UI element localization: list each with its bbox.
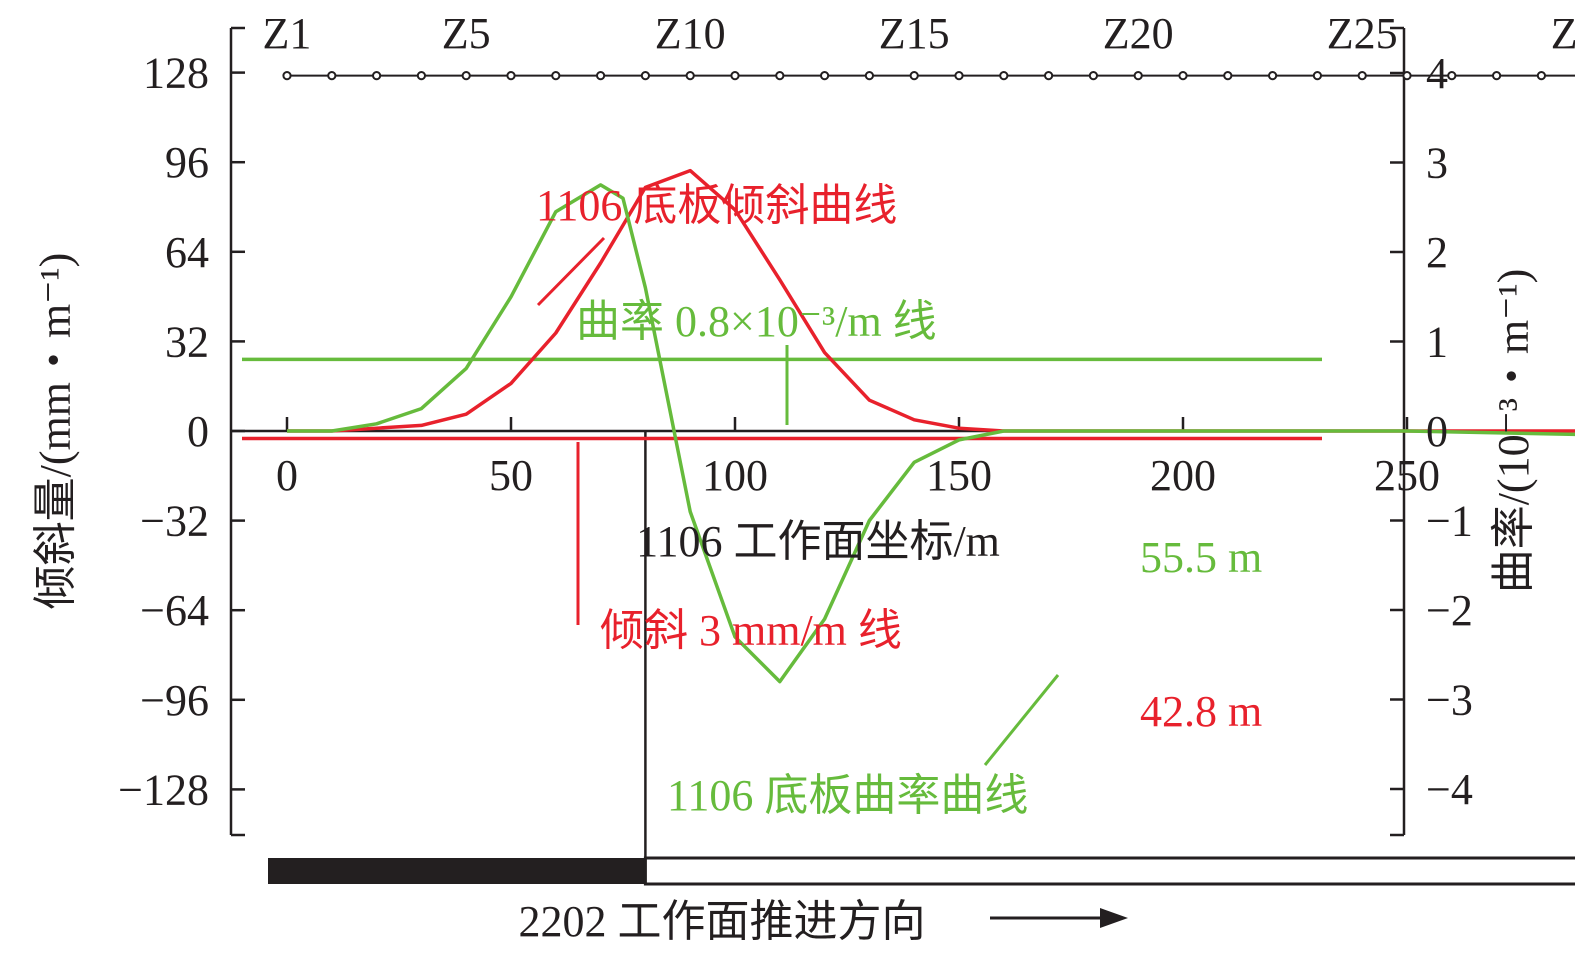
monitoring-point (327, 71, 337, 81)
monitoring-points: Z1Z5Z10Z15Z20Z25Z30Z35Z40Z47 (263, 9, 1575, 81)
right-tick-label: 1 (1426, 318, 1448, 367)
monitoring-point (999, 71, 1009, 81)
annotations: 1106 底板倾斜曲线 曲率 0.8×10⁻³/m 线 倾斜 3 mm/m 线 … (536, 181, 1262, 820)
tilt-curve-label: 1106 底板倾斜曲线 (536, 181, 897, 230)
right-tick-label: 3 (1426, 139, 1448, 188)
monitoring-point (640, 71, 651, 81)
x-tick-label: 250 (1374, 451, 1440, 500)
monitoring-point (1088, 71, 1099, 81)
x-axis-title: 1106 工作面坐标/m (636, 517, 1000, 566)
face-direction-label: 2202 工作面推进方向 (519, 897, 926, 946)
left-tick-label: −128 (118, 765, 209, 814)
x-tick-label: 50 (489, 451, 533, 500)
monitoring-point-label: Z30 (1551, 9, 1575, 58)
monitoring-point (1133, 71, 1143, 81)
x-tick-label: 100 (702, 451, 768, 500)
monitoring-point (1492, 71, 1502, 81)
monitoring-point (506, 71, 516, 81)
x-tick-label: 200 (1150, 451, 1216, 500)
monitoring-point (1044, 71, 1054, 81)
monitoring-point (416, 71, 426, 81)
monitoring-point (1536, 71, 1547, 81)
tilt-curve-leader (536, 236, 606, 307)
monitoring-point (730, 71, 740, 81)
left-tick-label: −96 (140, 676, 209, 725)
monitoring-point-label: Z15 (879, 9, 950, 58)
curvature-curve-label: 1106 底板曲率曲线 (667, 771, 1028, 820)
monitoring-point (1312, 71, 1323, 81)
monitoring-point (1223, 71, 1233, 81)
monitoring-point-label: Z10 (655, 9, 726, 58)
series-layer (242, 168, 1575, 684)
right-axis-title: 曲率/(10⁻³・m⁻¹) (1489, 269, 1538, 594)
right-tick-label: −2 (1426, 586, 1473, 635)
left-axis-title: 倾斜量/(mm・m⁻¹) (31, 253, 80, 610)
direction-arrow-head (1100, 908, 1128, 928)
mined-bar (643, 856, 1575, 886)
monitoring-point (461, 71, 471, 81)
curvature-curve (287, 183, 1575, 684)
right-tick-label: 2 (1426, 228, 1448, 277)
monitoring-point-label: Z25 (1327, 9, 1398, 58)
curvature-curve-leader (983, 674, 1060, 766)
right-tick-label: −1 (1426, 497, 1473, 546)
monitoring-point (909, 71, 919, 81)
monitoring-point (1357, 71, 1367, 81)
monitoring-point (1178, 71, 1188, 81)
monitoring-point (1402, 71, 1412, 81)
monitoring-point (282, 71, 292, 81)
axes (229, 26, 1409, 837)
working-face (268, 431, 1575, 928)
monitoring-point (954, 71, 964, 81)
left-tick-label: 96 (165, 138, 209, 187)
left-tick-label: 0 (187, 407, 209, 456)
red-dimension-label: 42.8 m (1140, 687, 1262, 736)
unmined-bar-left (268, 858, 646, 884)
monitoring-point-label: Z1 (263, 9, 312, 58)
right-tick-label: −3 (1426, 676, 1473, 725)
green-dimension-label: 55.5 m (1140, 533, 1262, 582)
left-tick-label: −64 (140, 586, 209, 635)
left-tick-label: −32 (140, 497, 209, 546)
x-tick-label: 0 (276, 451, 298, 500)
monitoring-point (820, 71, 830, 81)
monitoring-point (1447, 71, 1457, 81)
right-tick-label: −4 (1426, 765, 1473, 814)
x-tick-label: 150 (926, 451, 992, 500)
curvature-line-label: 曲率 0.8×10⁻³/m 线 (576, 297, 937, 346)
left-tick-label: 64 (165, 228, 209, 277)
left-tick-label: 128 (143, 49, 209, 98)
monitoring-point (551, 71, 561, 81)
monitoring-point-label: Z5 (442, 9, 491, 58)
right-tick-label: 4 (1426, 49, 1448, 98)
right-tick-label: 0 (1426, 407, 1448, 456)
monitoring-point (596, 71, 606, 81)
monitoring-point-label: Z20 (1103, 9, 1174, 58)
monitoring-point (864, 71, 875, 81)
monitoring-point (685, 71, 695, 81)
left-tick-label: 32 (165, 317, 209, 366)
monitoring-point (775, 71, 785, 81)
tilt-line-label: 倾斜 3 mm/m 线 (600, 606, 902, 655)
monitoring-point (1268, 71, 1278, 81)
monitoring-point (372, 71, 382, 81)
